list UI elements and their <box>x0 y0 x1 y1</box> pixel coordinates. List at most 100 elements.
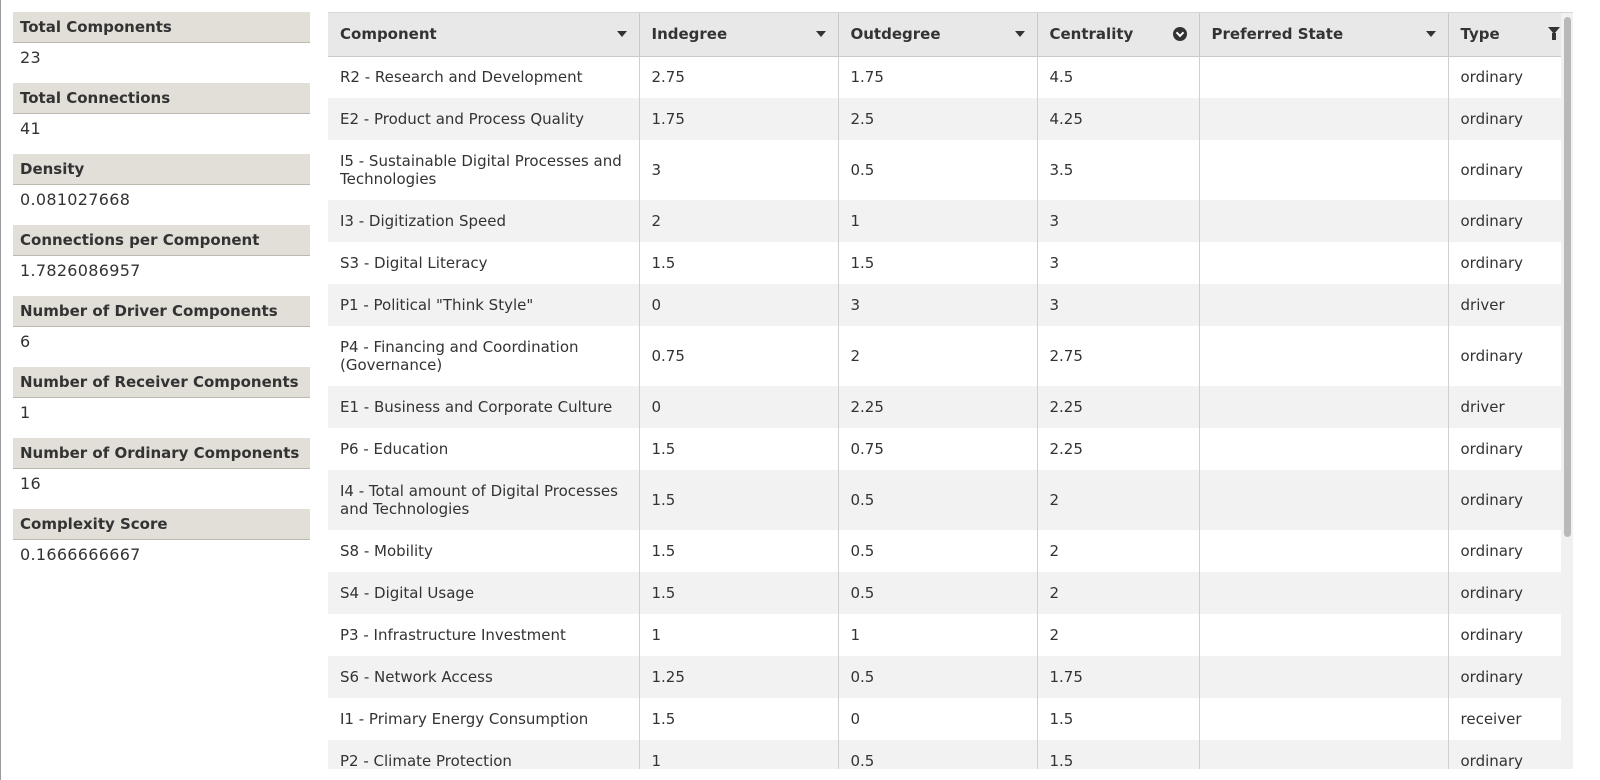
cell-outdegree: 1 <box>838 200 1038 242</box>
scrollbar-thumb[interactable] <box>1564 17 1571 537</box>
table-row[interactable]: S4 - Digital Usage 1.5 0.5 2 ordinary <box>328 572 1573 614</box>
metric-label: Total Connections <box>13 83 310 114</box>
table-row[interactable]: P3 - Infrastructure Investment 1 1 2 ord… <box>328 614 1573 656</box>
cell-centrality: 1.75 <box>1037 656 1200 698</box>
column-header-outdegree[interactable]: Outdegree <box>838 13 1038 57</box>
table-row[interactable]: I1 - Primary Energy Consumption 1.5 0 1.… <box>328 698 1573 740</box>
cell-indegree: 3 <box>639 140 839 200</box>
table-row[interactable]: P4 - Financing and Coordination (Governa… <box>328 326 1573 386</box>
cell-preferred-state[interactable] <box>1199 386 1449 428</box>
column-header-label: Type <box>1460 25 1500 44</box>
cell-outdegree: 0.5 <box>838 140 1038 200</box>
metric-label: Density <box>13 154 310 185</box>
cell-preferred-state[interactable] <box>1199 326 1449 386</box>
metric-total-connections: Total Connections 41 <box>13 83 310 139</box>
metrics-panel: Total Components 23 Total Connections 41… <box>13 12 310 580</box>
cell-indegree: 1.5 <box>639 428 839 470</box>
metric-total-components: Total Components 23 <box>13 12 310 68</box>
metric-label: Number of Receiver Components <box>13 367 310 398</box>
cell-indegree: 0.75 <box>639 326 839 386</box>
table-row[interactable]: E1 - Business and Corporate Culture 0 2.… <box>328 386 1573 428</box>
metric-complexity-score: Complexity Score 0.1666666667 <box>13 509 310 565</box>
cell-preferred-state[interactable] <box>1199 572 1449 614</box>
cell-indegree: 0 <box>639 284 839 326</box>
column-header-component[interactable]: Component <box>328 13 640 57</box>
table-row[interactable]: P1 - Political "Think Style" 0 3 3 drive… <box>328 284 1573 326</box>
filter-icon[interactable] <box>1548 27 1560 41</box>
cell-centrality: 3.5 <box>1037 140 1200 200</box>
cell-centrality: 3 <box>1037 284 1200 326</box>
cell-component: P4 - Financing and Coordination (Governa… <box>328 326 640 386</box>
metric-value: 41 <box>20 119 41 138</box>
cell-preferred-state[interactable] <box>1199 98 1449 140</box>
column-header-label: Component <box>340 25 437 44</box>
cell-preferred-state[interactable] <box>1199 56 1449 98</box>
cell-outdegree: 0.75 <box>838 428 1038 470</box>
cell-type: ordinary <box>1448 614 1573 656</box>
sort-caret-icon[interactable] <box>1425 31 1436 38</box>
cell-preferred-state[interactable] <box>1199 200 1449 242</box>
metric-value: 16 <box>20 474 41 493</box>
cell-component: E1 - Business and Corporate Culture <box>328 386 640 428</box>
table-row[interactable]: S6 - Network Access 1.25 0.5 1.75 ordina… <box>328 656 1573 698</box>
metric-label: Number of Driver Components <box>13 296 310 327</box>
cell-indegree: 1 <box>639 614 839 656</box>
cell-preferred-state[interactable] <box>1199 284 1449 326</box>
metric-receiver-components: Number of Receiver Components 1 <box>13 367 310 423</box>
sort-caret-icon[interactable] <box>1014 31 1025 38</box>
cell-indegree: 0 <box>639 386 839 428</box>
metric-connections-per-component: Connections per Component 1.7826086957 <box>13 225 310 281</box>
column-header-preferred-state[interactable]: Preferred State <box>1199 13 1449 57</box>
metric-value: 23 <box>20 48 41 67</box>
metric-value: 0.1666666667 <box>20 545 141 564</box>
cell-component: E2 - Product and Process Quality <box>328 98 640 140</box>
cell-centrality: 1.5 <box>1037 740 1200 769</box>
cell-preferred-state[interactable] <box>1199 530 1449 572</box>
column-header-label: Indegree <box>651 25 728 44</box>
cell-preferred-state[interactable] <box>1199 740 1449 769</box>
table-row[interactable]: I4 - Total amount of Digital Processes a… <box>328 470 1573 530</box>
cell-centrality: 2 <box>1037 614 1200 656</box>
cell-type: ordinary <box>1448 242 1573 284</box>
table-row[interactable]: S8 - Mobility 1.5 0.5 2 ordinary <box>328 530 1573 572</box>
cell-component: P1 - Political "Think Style" <box>328 284 640 326</box>
table-row[interactable]: I5 - Sustainable Digital Processes and T… <box>328 140 1573 200</box>
cell-preferred-state[interactable] <box>1199 428 1449 470</box>
cell-type: receiver <box>1448 698 1573 740</box>
table-row[interactable]: P2 - Climate Protection 1 0.5 1.5 ordina… <box>328 740 1573 769</box>
components-table-container[interactable]: Component Indegree Outdegree Centrality … <box>328 12 1573 769</box>
cell-component: I3 - Digitization Speed <box>328 200 640 242</box>
table-row[interactable]: E2 - Product and Process Quality 1.75 2.… <box>328 98 1573 140</box>
cell-preferred-state[interactable] <box>1199 698 1449 740</box>
cell-preferred-state[interactable] <box>1199 140 1449 200</box>
cell-preferred-state[interactable] <box>1199 614 1449 656</box>
sort-caret-icon[interactable] <box>815 31 826 38</box>
table-row[interactable]: R2 - Research and Development 2.75 1.75 … <box>328 56 1573 98</box>
cell-indegree: 2.75 <box>639 56 839 98</box>
cell-centrality: 2 <box>1037 470 1200 530</box>
table-row[interactable]: P6 - Education 1.5 0.75 2.25 ordinary <box>328 428 1573 470</box>
cell-preferred-state[interactable] <box>1199 242 1449 284</box>
cell-type: ordinary <box>1448 740 1573 769</box>
cell-component: I4 - Total amount of Digital Processes a… <box>328 470 640 530</box>
cell-preferred-state[interactable] <box>1199 656 1449 698</box>
column-header-centrality[interactable]: Centrality <box>1037 13 1200 57</box>
cell-indegree: 1.5 <box>639 470 839 530</box>
table-row[interactable]: I3 - Digitization Speed 2 1 3 ordinary <box>328 200 1573 242</box>
cell-outdegree: 0.5 <box>838 740 1038 769</box>
metric-label: Connections per Component <box>13 225 310 256</box>
vertical-scrollbar[interactable] <box>1561 13 1573 769</box>
sort-descending-icon[interactable] <box>1172 27 1187 42</box>
cell-centrality: 3 <box>1037 200 1200 242</box>
table-header-row: Component Indegree Outdegree Centrality … <box>328 13 1573 57</box>
cell-indegree: 1.5 <box>639 530 839 572</box>
cell-outdegree: 0.5 <box>838 470 1038 530</box>
column-header-indegree[interactable]: Indegree <box>639 13 839 57</box>
cell-component: S3 - Digital Literacy <box>328 242 640 284</box>
table-row[interactable]: S3 - Digital Literacy 1.5 1.5 3 ordinary <box>328 242 1573 284</box>
metric-driver-components: Number of Driver Components 6 <box>13 296 310 352</box>
sort-caret-icon[interactable] <box>616 31 627 38</box>
column-header-type[interactable]: Type <box>1448 13 1573 57</box>
cell-type: driver <box>1448 386 1573 428</box>
cell-preferred-state[interactable] <box>1199 470 1449 530</box>
